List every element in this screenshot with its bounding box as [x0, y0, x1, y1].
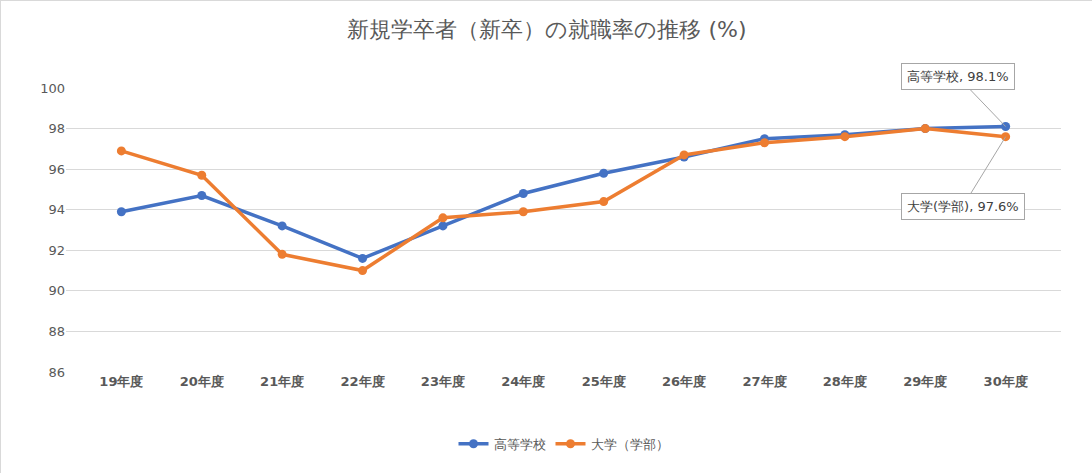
svg-text:92: 92 [48, 243, 65, 258]
svg-text:26年度: 26年度 [662, 374, 706, 389]
svg-text:86: 86 [48, 365, 65, 380]
svg-text:96: 96 [48, 162, 65, 177]
svg-text:90: 90 [48, 283, 65, 298]
svg-text:88: 88 [48, 324, 65, 339]
svg-text:27年度: 27年度 [742, 374, 786, 389]
svg-text:100: 100 [40, 81, 65, 96]
svg-text:30年度: 30年度 [984, 374, 1028, 389]
svg-text:25年度: 25年度 [582, 374, 626, 389]
svg-text:28年度: 28年度 [823, 374, 867, 389]
svg-text:高等学校: 高等学校 [494, 437, 546, 452]
svg-text:20年度: 20年度 [180, 374, 224, 389]
svg-text:29年度: 29年度 [903, 374, 947, 389]
svg-text:21年度: 21年度 [260, 374, 304, 389]
svg-text:23年度: 23年度 [421, 374, 465, 389]
svg-text:19年度: 19年度 [99, 374, 143, 389]
svg-text:94: 94 [48, 202, 65, 217]
svg-text:大学(学部), 97.6%: 大学(学部), 97.6% [907, 199, 1019, 214]
svg-text:98: 98 [48, 121, 65, 136]
svg-text:高等学校, 98.1%: 高等学校, 98.1% [907, 69, 1009, 84]
svg-text:新規学卒者（新卒）の就職率の推移 (%): 新規学卒者（新卒）の就職率の推移 (%) [347, 17, 746, 42]
svg-text:22年度: 22年度 [340, 374, 384, 389]
svg-text:大学（学部）: 大学（学部） [591, 437, 669, 452]
svg-text:24年度: 24年度 [501, 374, 545, 389]
